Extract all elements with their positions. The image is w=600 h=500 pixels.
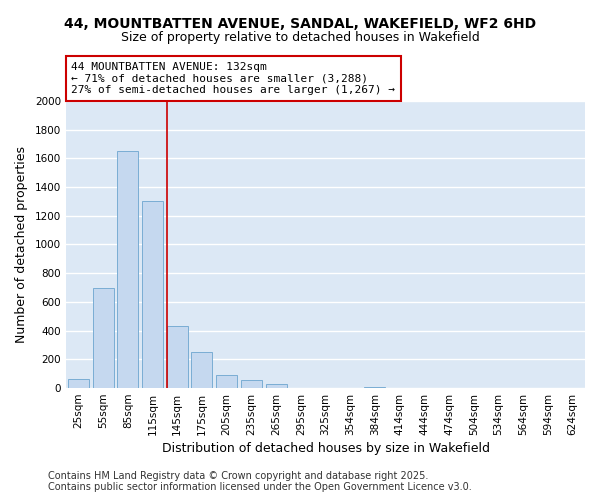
Bar — [364, 386, 385, 388]
Text: 44 MOUNTBATTEN AVENUE: 132sqm
← 71% of detached houses are smaller (3,288)
27% o: 44 MOUNTBATTEN AVENUE: 132sqm ← 71% of d… — [71, 62, 395, 95]
Bar — [241, 380, 262, 388]
Bar — [142, 202, 163, 388]
Y-axis label: Number of detached properties: Number of detached properties — [15, 146, 28, 343]
Bar — [92, 288, 113, 388]
Bar — [216, 375, 237, 388]
Text: 44, MOUNTBATTEN AVENUE, SANDAL, WAKEFIELD, WF2 6HD: 44, MOUNTBATTEN AVENUE, SANDAL, WAKEFIEL… — [64, 18, 536, 32]
Bar — [167, 326, 188, 388]
Bar — [68, 378, 89, 388]
Text: Contains HM Land Registry data © Crown copyright and database right 2025.
Contai: Contains HM Land Registry data © Crown c… — [48, 471, 472, 492]
Text: Size of property relative to detached houses in Wakefield: Size of property relative to detached ho… — [121, 31, 479, 44]
Bar — [118, 151, 139, 388]
Bar — [191, 352, 212, 388]
Bar — [266, 384, 287, 388]
X-axis label: Distribution of detached houses by size in Wakefield: Distribution of detached houses by size … — [161, 442, 490, 455]
